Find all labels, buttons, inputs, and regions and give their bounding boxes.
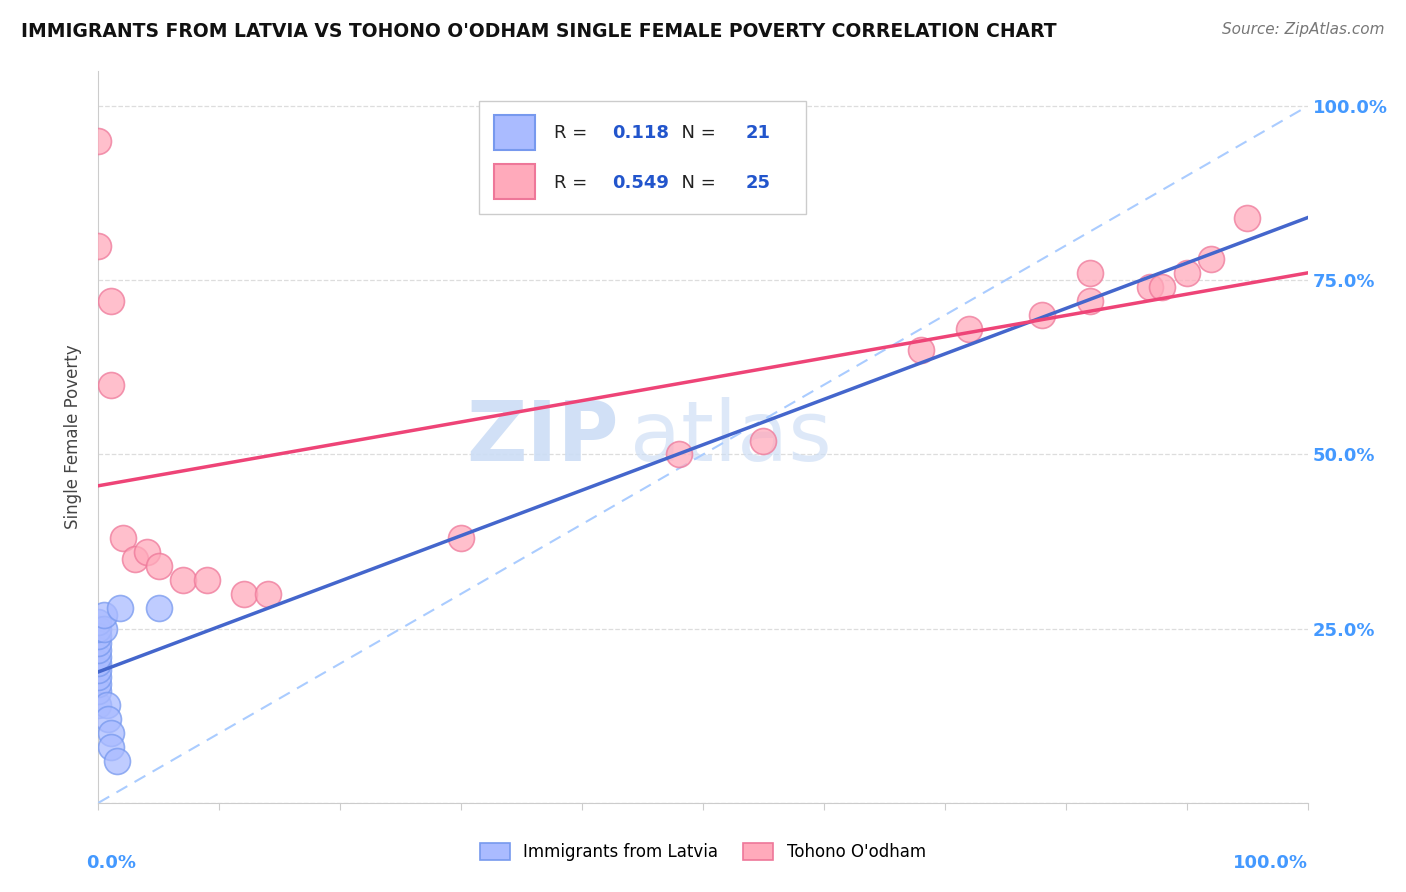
- Y-axis label: Single Female Poverty: Single Female Poverty: [65, 345, 83, 529]
- Point: [87, 677, 110, 691]
- Text: 25: 25: [745, 174, 770, 192]
- Text: Source: ZipAtlas.com: Source: ZipAtlas.com: [1222, 22, 1385, 37]
- Point: [1175, 266, 1198, 280]
- Point: [87, 615, 110, 629]
- Point: [957, 322, 980, 336]
- Point: [450, 531, 472, 545]
- Text: 0.549: 0.549: [613, 174, 669, 192]
- Text: R =: R =: [554, 124, 593, 142]
- Point: [111, 531, 134, 545]
- Text: N =: N =: [671, 124, 721, 142]
- Point: [124, 552, 146, 566]
- Point: [172, 573, 194, 587]
- Point: [93, 622, 115, 636]
- Point: [752, 434, 775, 448]
- Point: [1236, 211, 1258, 225]
- Point: [1199, 252, 1222, 267]
- Point: [87, 622, 110, 636]
- Point: [100, 294, 122, 309]
- Point: [668, 448, 690, 462]
- Text: IMMIGRANTS FROM LATVIA VS TOHONO O'ODHAM SINGLE FEMALE POVERTY CORRELATION CHART: IMMIGRANTS FROM LATVIA VS TOHONO O'ODHAM…: [21, 22, 1057, 41]
- Point: [100, 726, 122, 740]
- Point: [87, 684, 110, 698]
- Point: [93, 607, 115, 622]
- Point: [87, 649, 110, 664]
- Point: [96, 698, 118, 713]
- Point: [87, 635, 110, 649]
- FancyBboxPatch shape: [494, 115, 534, 151]
- Text: 0.118: 0.118: [613, 124, 669, 142]
- Text: 100.0%: 100.0%: [1233, 854, 1308, 872]
- Point: [87, 642, 110, 657]
- Point: [97, 712, 120, 726]
- FancyBboxPatch shape: [479, 101, 806, 214]
- Text: ZIP: ZIP: [465, 397, 619, 477]
- Point: [1078, 294, 1101, 309]
- Point: [108, 600, 131, 615]
- Point: [87, 238, 110, 252]
- Text: 21: 21: [745, 124, 770, 142]
- Point: [87, 657, 110, 671]
- Point: [232, 587, 254, 601]
- Point: [1152, 280, 1174, 294]
- Point: [100, 740, 122, 755]
- Point: [910, 343, 932, 357]
- Point: [87, 629, 110, 643]
- Point: [100, 377, 122, 392]
- Point: [148, 600, 170, 615]
- FancyBboxPatch shape: [494, 164, 534, 200]
- Point: [1031, 308, 1053, 322]
- Point: [1078, 266, 1101, 280]
- Point: [148, 558, 170, 573]
- Point: [105, 754, 128, 768]
- Text: 0.0%: 0.0%: [86, 854, 136, 872]
- Text: atlas: atlas: [630, 397, 832, 477]
- Text: N =: N =: [671, 174, 721, 192]
- Text: R =: R =: [554, 174, 593, 192]
- Point: [87, 664, 110, 678]
- Point: [1139, 280, 1161, 294]
- Legend: Immigrants from Latvia, Tohono O'odham: Immigrants from Latvia, Tohono O'odham: [474, 836, 932, 868]
- Point: [256, 587, 278, 601]
- Point: [87, 134, 110, 148]
- Point: [135, 545, 157, 559]
- Point: [87, 698, 110, 713]
- Point: [87, 670, 110, 684]
- Point: [195, 573, 218, 587]
